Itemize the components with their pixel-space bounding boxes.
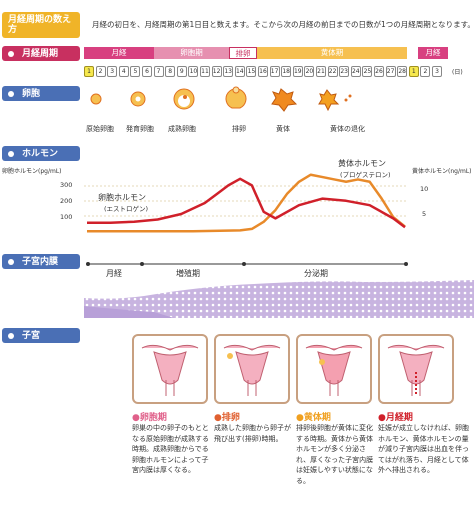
endometrium-timeline — [86, 262, 408, 266]
timeline-dot-proliferative — [140, 262, 144, 266]
day-5: 5 — [130, 66, 141, 77]
phase-follicular: 卵胞期 — [154, 47, 229, 59]
endometrium-illustration — [84, 280, 474, 318]
day-3: 3 — [107, 66, 118, 77]
endometrium-proliferative: 増殖期 — [176, 269, 200, 278]
phase-name-ovulation: ●排卵 — [214, 413, 240, 423]
day-23: 23 — [339, 66, 350, 77]
day-20: 20 — [304, 66, 315, 77]
phase-desc-menses: 妊娠が成立しなければ、卵胞ホルモン、黄体ホルモンの量が減り子宮内膜は出血を伴って… — [378, 424, 469, 474]
uterus-icon — [305, 344, 363, 396]
estrogen-axis-label: 卵胞ホルモン(pg/mL) — [2, 168, 62, 175]
day-6: 6 — [142, 66, 152, 77]
phase-desc-luteal: 排卵後卵胞が黄体に変化する時期。黄体から黄体ホルモンが多く分泌され、厚くなった子… — [296, 424, 374, 485]
phase-ovulation: 排卵 — [229, 47, 257, 59]
timeline-dot-end — [404, 262, 408, 266]
day-30: 2 — [420, 66, 431, 77]
progesterone-axis-label: 黄体ホルモン(ng/mL) — [412, 168, 472, 175]
follicle-label: 卵胞 — [2, 86, 80, 101]
estrogen-name: 卵胞ホルモン — [98, 193, 146, 202]
day-26: 26 — [374, 66, 384, 77]
definition-label: 月経周期の数え方 — [2, 12, 80, 38]
day-17: 17 — [269, 66, 280, 77]
progesterone-line — [87, 173, 406, 233]
stage-developing: 発育卵胞 — [126, 125, 154, 133]
uterus-panel-follicular — [132, 334, 208, 404]
phase-luteal: 黄体期 — [257, 47, 407, 59]
day-13: 13 — [223, 66, 234, 77]
stage-luteum: 黄体 — [276, 125, 290, 133]
phase-desc-follicular: 卵巣の中の卵子のもととなる原始卵胞が成熟する時期。成熟卵胞からでる卵胞ホルモンに… — [132, 424, 209, 474]
day-18: 18 — [281, 66, 292, 77]
endometrium-label: 子宮内膜 — [2, 254, 80, 269]
day-1: 1 — [84, 66, 94, 77]
estrogen-tick-200: 200 — [60, 197, 73, 205]
phase-name-luteal: ●黄体期 — [296, 413, 331, 423]
phase-name-menses: ●月経期 — [378, 413, 413, 423]
estrogen-tick-300: 300 — [60, 181, 73, 189]
day-24: 24 — [350, 66, 361, 77]
day-28: 28 — [397, 66, 408, 77]
uterus-panel-luteal — [296, 334, 372, 404]
day-12: 12 — [211, 66, 222, 77]
uterus-icon — [223, 344, 281, 396]
hormone-label: ホルモン — [2, 146, 80, 161]
day-2: 2 — [95, 66, 106, 77]
day-11: 11 — [200, 66, 210, 77]
day-29: 1 — [408, 66, 419, 77]
estrogen-line — [87, 177, 406, 229]
day-22: 22 — [327, 66, 338, 77]
primordial-follicle-icon — [90, 93, 102, 105]
day-25: 25 — [362, 66, 373, 77]
day-14: 14 — [234, 66, 245, 77]
uterus-icon — [141, 344, 199, 396]
uterus-icon — [387, 344, 445, 396]
day-19: 19 — [292, 66, 303, 77]
timeline-dot-start — [86, 262, 90, 266]
uterus-panel-ovulation — [214, 334, 290, 404]
day-7: 7 — [153, 66, 164, 77]
day-8: 8 — [165, 66, 176, 77]
stage-regression: 黄体の退化 — [330, 125, 365, 133]
progesterone-sub: (プロゲステロン) — [340, 171, 391, 179]
endometrium-menses: 月経 — [106, 269, 122, 278]
definition-text: 月経の初日を、月経周期の第1日目と数えます。そこから次の月経の前日までの日数が1… — [92, 20, 474, 29]
follicle-illustrations — [90, 86, 352, 112]
day-16: 16 — [258, 66, 268, 77]
day-27: 27 — [385, 66, 396, 77]
day-21: 21 — [316, 66, 326, 77]
corpus-luteum-icon — [271, 88, 298, 112]
phase-menses: 月経 — [84, 47, 154, 59]
stage-mature: 成熟卵胞 — [168, 125, 196, 133]
phase-desc-ovulation: 成熟した卵胞から卵子が飛び出す(排卵)時期。 — [214, 424, 291, 443]
uterus-label: 子宮 — [2, 328, 80, 343]
cycle-label: 月経周期 — [2, 46, 80, 61]
stage-primordial: 原始卵胞 — [86, 125, 114, 133]
endometrium-secretory: 分泌期 — [304, 269, 328, 278]
progesterone-tick-5: 5 — [422, 210, 427, 218]
day-4: 4 — [118, 66, 129, 77]
day-unit: (日) — [452, 69, 463, 76]
day-10: 10 — [188, 66, 199, 77]
day-9: 9 — [176, 66, 187, 77]
estrogen-sub: (エストロゲン) — [104, 205, 149, 213]
phase-menses2: 月経 — [418, 47, 448, 59]
day-31: 3 — [432, 66, 442, 77]
progesterone-name: 黄体ホルモン — [338, 159, 386, 168]
timeline-dot-ovulation — [242, 262, 246, 266]
phase-name-follicular: ●卵胞期 — [132, 413, 167, 423]
day-15: 15 — [246, 66, 257, 77]
corpus-luteum-regression-icon — [318, 89, 340, 112]
estrogen-tick-100: 100 — [60, 213, 73, 221]
hormone-chart — [84, 173, 408, 233]
progesterone-tick-10: 10 — [420, 185, 429, 193]
stage-ovulation: 排卵 — [232, 125, 246, 133]
uterus-panel-menses — [378, 334, 454, 404]
